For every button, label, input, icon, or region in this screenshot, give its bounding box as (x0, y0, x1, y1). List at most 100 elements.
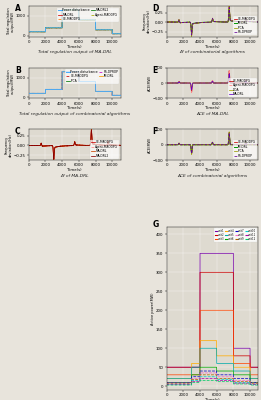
Power disturbance (119, 31, 122, 36)
CE-MADDPG (257, 142, 260, 147)
IPCA (204, 142, 207, 147)
IPCA (257, 142, 260, 147)
Text: E: E (153, 66, 158, 74)
Agent-MADDPG (113, 32, 116, 36)
IPCA (200, 20, 203, 25)
Agent-MADDPG (43, 144, 46, 148)
Line: PS-DPROP: PS-DPROP (167, 133, 258, 154)
Power disturbance (111, 31, 114, 36)
IM-DRL (257, 20, 260, 24)
Line: DDA: DDA (167, 76, 258, 88)
DDA (228, 73, 231, 78)
CE-MADDPG (62, 144, 66, 148)
CE-MADDPG (257, 20, 260, 24)
CE-MADDPG (257, 81, 260, 86)
MA-DRL2 (117, 31, 120, 36)
MA-DRL (73, 8, 76, 12)
MA-DRL (90, 126, 93, 131)
IPCA (245, 18, 248, 23)
MA-DRL2 (66, 143, 69, 148)
Y-axis label: Frequency
deviation(Hz): Frequency deviation(Hz) (5, 133, 13, 157)
Line: MA-DRL: MA-DRL (29, 10, 121, 34)
IPCA (62, 69, 66, 74)
Line: MA-DRL: MA-DRL (167, 74, 258, 90)
Power disturbance (38, 91, 41, 96)
MA-DRL (113, 31, 116, 36)
MA-DRL2 (117, 143, 120, 148)
CE-MADDPG (73, 8, 76, 12)
Agent-MADDPG (66, 8, 69, 12)
CE-MADDPG (38, 143, 41, 148)
DDA (190, 86, 193, 91)
Text: Total regulation output of MA-DRL: Total regulation output of MA-DRL (38, 50, 112, 54)
CE-MADDPG (66, 69, 69, 74)
IPCA (175, 142, 179, 147)
PS-DPROP (245, 19, 248, 24)
PS-DPROP (204, 142, 207, 147)
CE-MADDPG (90, 128, 93, 132)
CE-MADDPG (62, 8, 66, 12)
CE-MADDPG (175, 20, 179, 24)
CE-MADDPG (190, 90, 193, 95)
IPCA (107, 89, 110, 94)
Agent-MADDPG (119, 31, 122, 36)
MA-DRL2 (52, 157, 55, 162)
IPCA (190, 152, 193, 157)
IPCA (66, 69, 69, 74)
IPCA (257, 20, 260, 24)
CE-MADDPG (228, 68, 231, 73)
PS-DPROP (117, 93, 120, 98)
Y-axis label: ACE(MW): ACE(MW) (148, 136, 152, 153)
IPCA (181, 20, 184, 25)
Legend: CE-MADDPG, IM-DRL, IPCA, PS-DPROP: CE-MADDPG, IM-DRL, IPCA, PS-DPROP (233, 140, 257, 158)
IM-DRL (255, 20, 258, 24)
IPCA (190, 34, 193, 39)
Y-axis label: Total regulation
output(MW): Total regulation output(MW) (7, 69, 15, 97)
IM-DRL (200, 20, 203, 25)
CE-MADDPG (165, 80, 168, 85)
Agent-MADDPG (43, 29, 46, 34)
CE-MADDPG (119, 93, 122, 98)
PS-DPROP (228, 131, 231, 136)
Line: Agent-MADDPG: Agent-MADDPG (167, 70, 258, 93)
IPCA (181, 142, 184, 147)
MA-DRL2 (38, 29, 41, 34)
IM-DRL (190, 31, 193, 36)
PS-DPROP (113, 93, 116, 98)
CE-MADDPG (200, 81, 203, 86)
CE-MADDPG (107, 89, 110, 94)
MA-DRL (190, 88, 193, 92)
MA-DRL2 (43, 29, 46, 34)
IM-DRL (204, 142, 207, 147)
X-axis label: Time(s): Time(s) (67, 168, 82, 172)
CE-MADDPG (27, 91, 30, 96)
MA-DRL (119, 31, 122, 36)
PS-DPROP (181, 20, 184, 25)
Line: CE-MADDPG: CE-MADDPG (167, 71, 258, 92)
MA-DRL2 (73, 8, 76, 12)
IM-DRL (165, 20, 168, 24)
CE-MADDPG (181, 80, 184, 85)
CE-MADDPG (66, 8, 69, 12)
Y-axis label: Active power(MW): Active power(MW) (151, 292, 155, 325)
PS-DPROP (27, 91, 30, 96)
CE-MADDPG (181, 142, 184, 147)
PS-DPROP (255, 142, 258, 147)
DDA (200, 81, 203, 86)
DDA (204, 81, 207, 86)
CE-MADDPG (43, 91, 46, 96)
Line: Agent-MADDPG: Agent-MADDPG (29, 131, 121, 158)
Line: CE-MADDPG: CE-MADDPG (29, 10, 121, 34)
MA-DRL2 (66, 8, 69, 12)
Power disturbance (62, 69, 66, 74)
MA-DRL2 (62, 8, 66, 12)
CE-MADDPG (119, 31, 122, 36)
Line: IM-DRL: IM-DRL (167, 9, 258, 34)
Agent-MADDPG (255, 81, 258, 86)
Legend: Power disturbance, CE-MADDPG, IPCA, PS-DPROP, IM-DRL: Power disturbance, CE-MADDPG, IPCA, PS-D… (66, 69, 119, 84)
MA-DRL (66, 143, 69, 148)
Line: CE-MADDPG: CE-MADDPG (29, 130, 121, 159)
IPCA (175, 20, 179, 24)
Power disturbance (119, 93, 122, 98)
IM-DRL (228, 6, 231, 11)
